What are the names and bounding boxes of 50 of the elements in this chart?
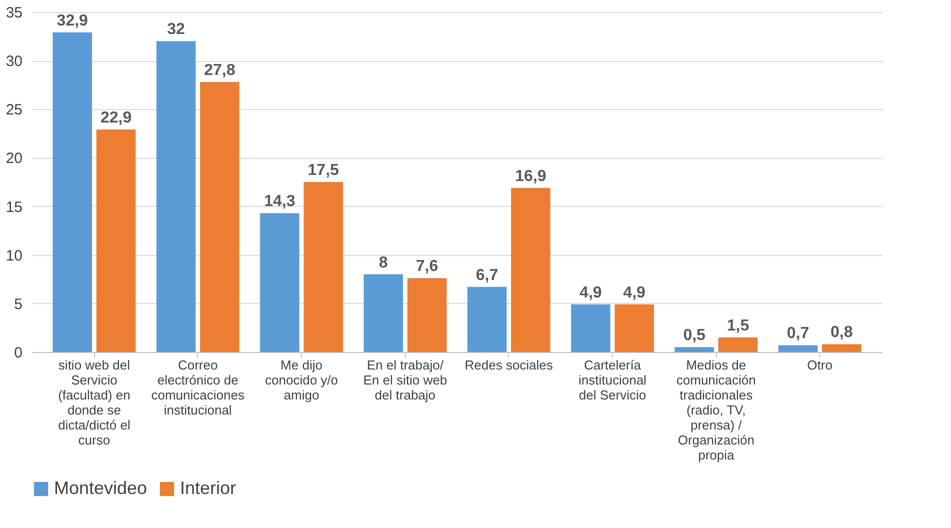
bar (260, 213, 300, 352)
data-label: 14,3 (264, 193, 296, 210)
bar (96, 130, 136, 352)
x-tick-label: Cartelería institucional del Servicio (578, 358, 647, 402)
x-tick-label: Me dijo conocido y/o amigo (265, 358, 338, 402)
bar (674, 347, 714, 352)
bar (467, 286, 507, 352)
y-tick-label: 35 (6, 4, 22, 22)
data-label: 16,9 (515, 168, 546, 185)
data-label: 17,5 (308, 162, 340, 179)
legend-label: Montevideo (54, 478, 148, 498)
data-label: 0,7 (786, 325, 810, 342)
data-label: 7,6 (416, 258, 438, 276)
y-tick-label: 10 (6, 247, 22, 264)
bar (778, 345, 818, 352)
data-label: 0,8 (830, 324, 853, 342)
x-tick-label: En el trabajo/ En el sitio web del trabajo (363, 358, 448, 402)
y-tick-label: 30 (6, 53, 22, 70)
bar (571, 304, 610, 352)
y-tick-label: 0 (14, 344, 22, 362)
data-label: 8 (378, 254, 388, 272)
data-label: 32 (167, 21, 186, 38)
bar (52, 32, 92, 352)
data-label: 4,9 (623, 284, 646, 302)
bar (822, 344, 862, 352)
y-tick-label: 5 (14, 296, 22, 313)
bar (364, 274, 403, 352)
y-tick-label: 20 (6, 150, 22, 168)
x-tick-label: sitio web del Servicio (facultad) en donde se dicta/dictó el curso (58, 358, 130, 448)
y-tick-label: 15 (6, 198, 22, 216)
x-tick-label: Redes sociales (464, 358, 554, 372)
y-tick-label: 25 (6, 102, 22, 119)
data-label: 1,5 (726, 317, 750, 334)
bar (614, 304, 654, 352)
data-label: 22,9 (100, 110, 132, 127)
data-label: 32,9 (56, 12, 88, 30)
x-tick-label: Medios de comunicación tradicionales (radio, TV, prensa) / Organización propia (676, 358, 756, 462)
bar (511, 188, 550, 352)
x-tick-label: Otro (807, 358, 832, 372)
bar (304, 182, 343, 352)
data-label: 6,7 (476, 266, 498, 284)
bar (200, 82, 240, 352)
x-tick-label: Correo electrónico de comunicaciones institucional (151, 358, 245, 418)
data-label: 4,9 (580, 284, 602, 302)
data-label: 0,5 (683, 327, 706, 344)
legend-label: Interior (180, 478, 236, 498)
bar (156, 41, 196, 352)
data-label: 27,8 (204, 62, 236, 79)
bar (718, 337, 758, 352)
bar (407, 278, 447, 352)
